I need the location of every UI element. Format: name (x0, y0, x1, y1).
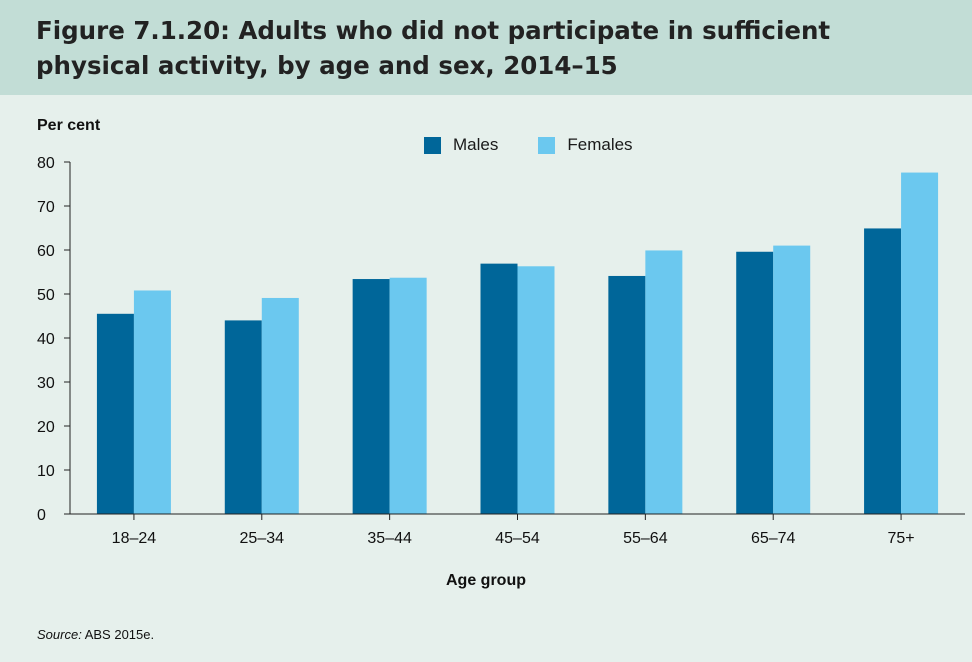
bar-females (901, 172, 939, 514)
source-label: Source: (37, 627, 82, 642)
bar-males (224, 320, 262, 514)
bar-males (736, 251, 774, 514)
y-tick-label: 50 (37, 287, 55, 304)
legend-item-females: Females (538, 135, 633, 155)
x-tick-label: 25–34 (240, 530, 285, 547)
legend: Males Females (424, 135, 673, 155)
bar-males (608, 275, 646, 514)
x-axis-title: Age group (446, 572, 526, 589)
x-tick-label: 35–44 (367, 530, 412, 547)
bar-males (864, 228, 902, 514)
y-tick-label: 20 (37, 419, 55, 436)
y-tick-label: 0 (37, 507, 46, 524)
legend-swatch-females (538, 136, 556, 154)
x-tick-label: 65–74 (751, 530, 796, 547)
bar-females (645, 250, 683, 514)
bar-females (261, 297, 299, 514)
y-tick-label: 80 (37, 155, 55, 172)
y-tick-label: 30 (37, 375, 55, 392)
legend-label-females: Females (567, 135, 633, 154)
y-tick-label: 60 (37, 243, 55, 260)
source-text: ABS 2015e. (84, 627, 155, 642)
y-tick-label: 10 (37, 463, 55, 480)
bar-females (133, 290, 171, 514)
x-tick-label: 55–64 (623, 530, 668, 547)
bar-females (389, 277, 427, 514)
y-tick-label: 70 (37, 199, 55, 216)
y-axis-label: Per cent (37, 117, 101, 134)
x-tick-label: 18–24 (112, 530, 157, 547)
bar-males (480, 263, 518, 514)
bar-females (517, 266, 555, 514)
legend-label-males: Males (453, 135, 499, 154)
x-tick-label: 45–54 (495, 530, 540, 547)
bar-males (352, 279, 390, 514)
source-note: Source: ABS 2015e. (37, 627, 154, 642)
legend-swatch-males (424, 136, 441, 154)
y-tick-label: 40 (37, 331, 55, 348)
bar-females (773, 245, 811, 514)
figure-header: Figure 7.1.20: Adults who did not partic… (0, 0, 972, 95)
bar-males (96, 313, 134, 514)
x-tick-label: 75+ (888, 530, 915, 547)
legend-item-males: Males (424, 135, 498, 155)
figure-title: Figure 7.1.20: Adults who did not partic… (36, 16, 831, 80)
